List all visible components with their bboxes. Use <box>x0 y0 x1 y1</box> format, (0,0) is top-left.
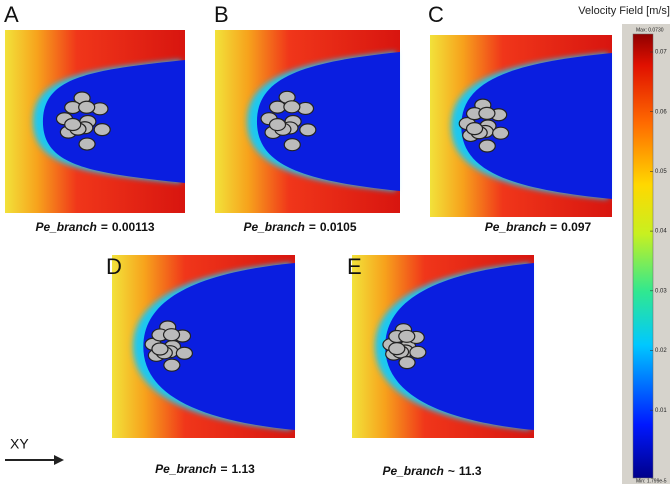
caption-variable: Pe_branch <box>35 220 96 234</box>
particle <box>398 356 416 370</box>
panel-caption: Pe_branch = 1.13 <box>155 462 255 476</box>
panel <box>430 35 612 217</box>
colorbar-tick-label: 0.05 <box>655 169 667 175</box>
caption-variable: Pe_branch <box>485 220 546 234</box>
caption-value: 11.3 <box>459 464 482 478</box>
particle <box>78 100 96 114</box>
panel-caption: Pe_branch = 0.097 <box>485 220 592 234</box>
caption-relation: = <box>101 220 108 234</box>
particle <box>478 139 496 153</box>
caption-relation: = <box>220 462 227 476</box>
caption-value: 0.0105 <box>320 220 357 234</box>
particle <box>151 342 169 356</box>
panel-letter: C <box>428 2 444 27</box>
particle <box>283 138 301 152</box>
caption-relation: = <box>309 220 316 234</box>
particle <box>465 122 484 136</box>
particle <box>398 329 416 343</box>
wake <box>461 53 612 199</box>
colorbar-tick-label: 0.02 <box>655 348 667 354</box>
caption-variable: Pe_branch <box>243 220 304 234</box>
colorbar-tick-label: 0.01 <box>655 408 667 414</box>
panel-caption: Pe_branch ~11.3 <box>382 464 481 478</box>
particle <box>283 100 301 114</box>
wake <box>42 60 186 183</box>
caption-value: 1.13 <box>232 462 256 476</box>
caption-variable: Pe_branch <box>382 464 443 478</box>
caption-variable: Pe_branch <box>155 462 216 476</box>
particle <box>268 117 287 132</box>
wake <box>256 52 400 191</box>
axis-label: XY <box>10 436 29 452</box>
wake <box>143 263 295 430</box>
particle <box>175 346 193 360</box>
colorbar-max: Max: 0.0730 <box>636 27 664 33</box>
panel-letter: E <box>347 254 362 279</box>
caption-relation: ~ <box>448 464 455 478</box>
particle <box>299 123 317 137</box>
panel <box>112 255 295 438</box>
panel <box>352 255 534 438</box>
panel-caption: Pe_branch = 0.0105 <box>243 220 356 234</box>
caption-relation: = <box>550 220 557 234</box>
axis-arrow-head <box>54 455 64 465</box>
colorbar <box>632 33 654 479</box>
colorbar-tick-label: 0.07 <box>655 50 667 56</box>
panel-letter: A <box>4 2 19 27</box>
particle <box>93 123 111 137</box>
particle <box>492 126 510 140</box>
panel-caption: Pe_branch = 0.00113 <box>35 220 154 234</box>
panel <box>215 30 400 213</box>
colorbar-min: Min: 1.799e-5 <box>636 478 667 484</box>
colorbar-tick-label: 0.06 <box>655 109 667 115</box>
particle <box>64 117 82 132</box>
particle <box>268 100 287 114</box>
wake <box>385 263 534 430</box>
caption-value: 0.097 <box>561 220 591 234</box>
panel-letter: B <box>214 2 229 27</box>
panel-letter: D <box>106 254 122 279</box>
particle <box>163 358 181 372</box>
particle <box>162 328 181 342</box>
colorbar-title: Velocity Field [m/s] <box>578 5 670 17</box>
particle <box>388 342 406 356</box>
panel <box>5 30 186 213</box>
colorbar-tick-label: 0.04 <box>655 229 667 235</box>
caption-value: 0.00113 <box>112 220 155 234</box>
colorbar-tick-label: 0.03 <box>655 288 667 294</box>
particle <box>478 106 496 120</box>
particle <box>409 345 427 359</box>
particle <box>78 137 96 151</box>
